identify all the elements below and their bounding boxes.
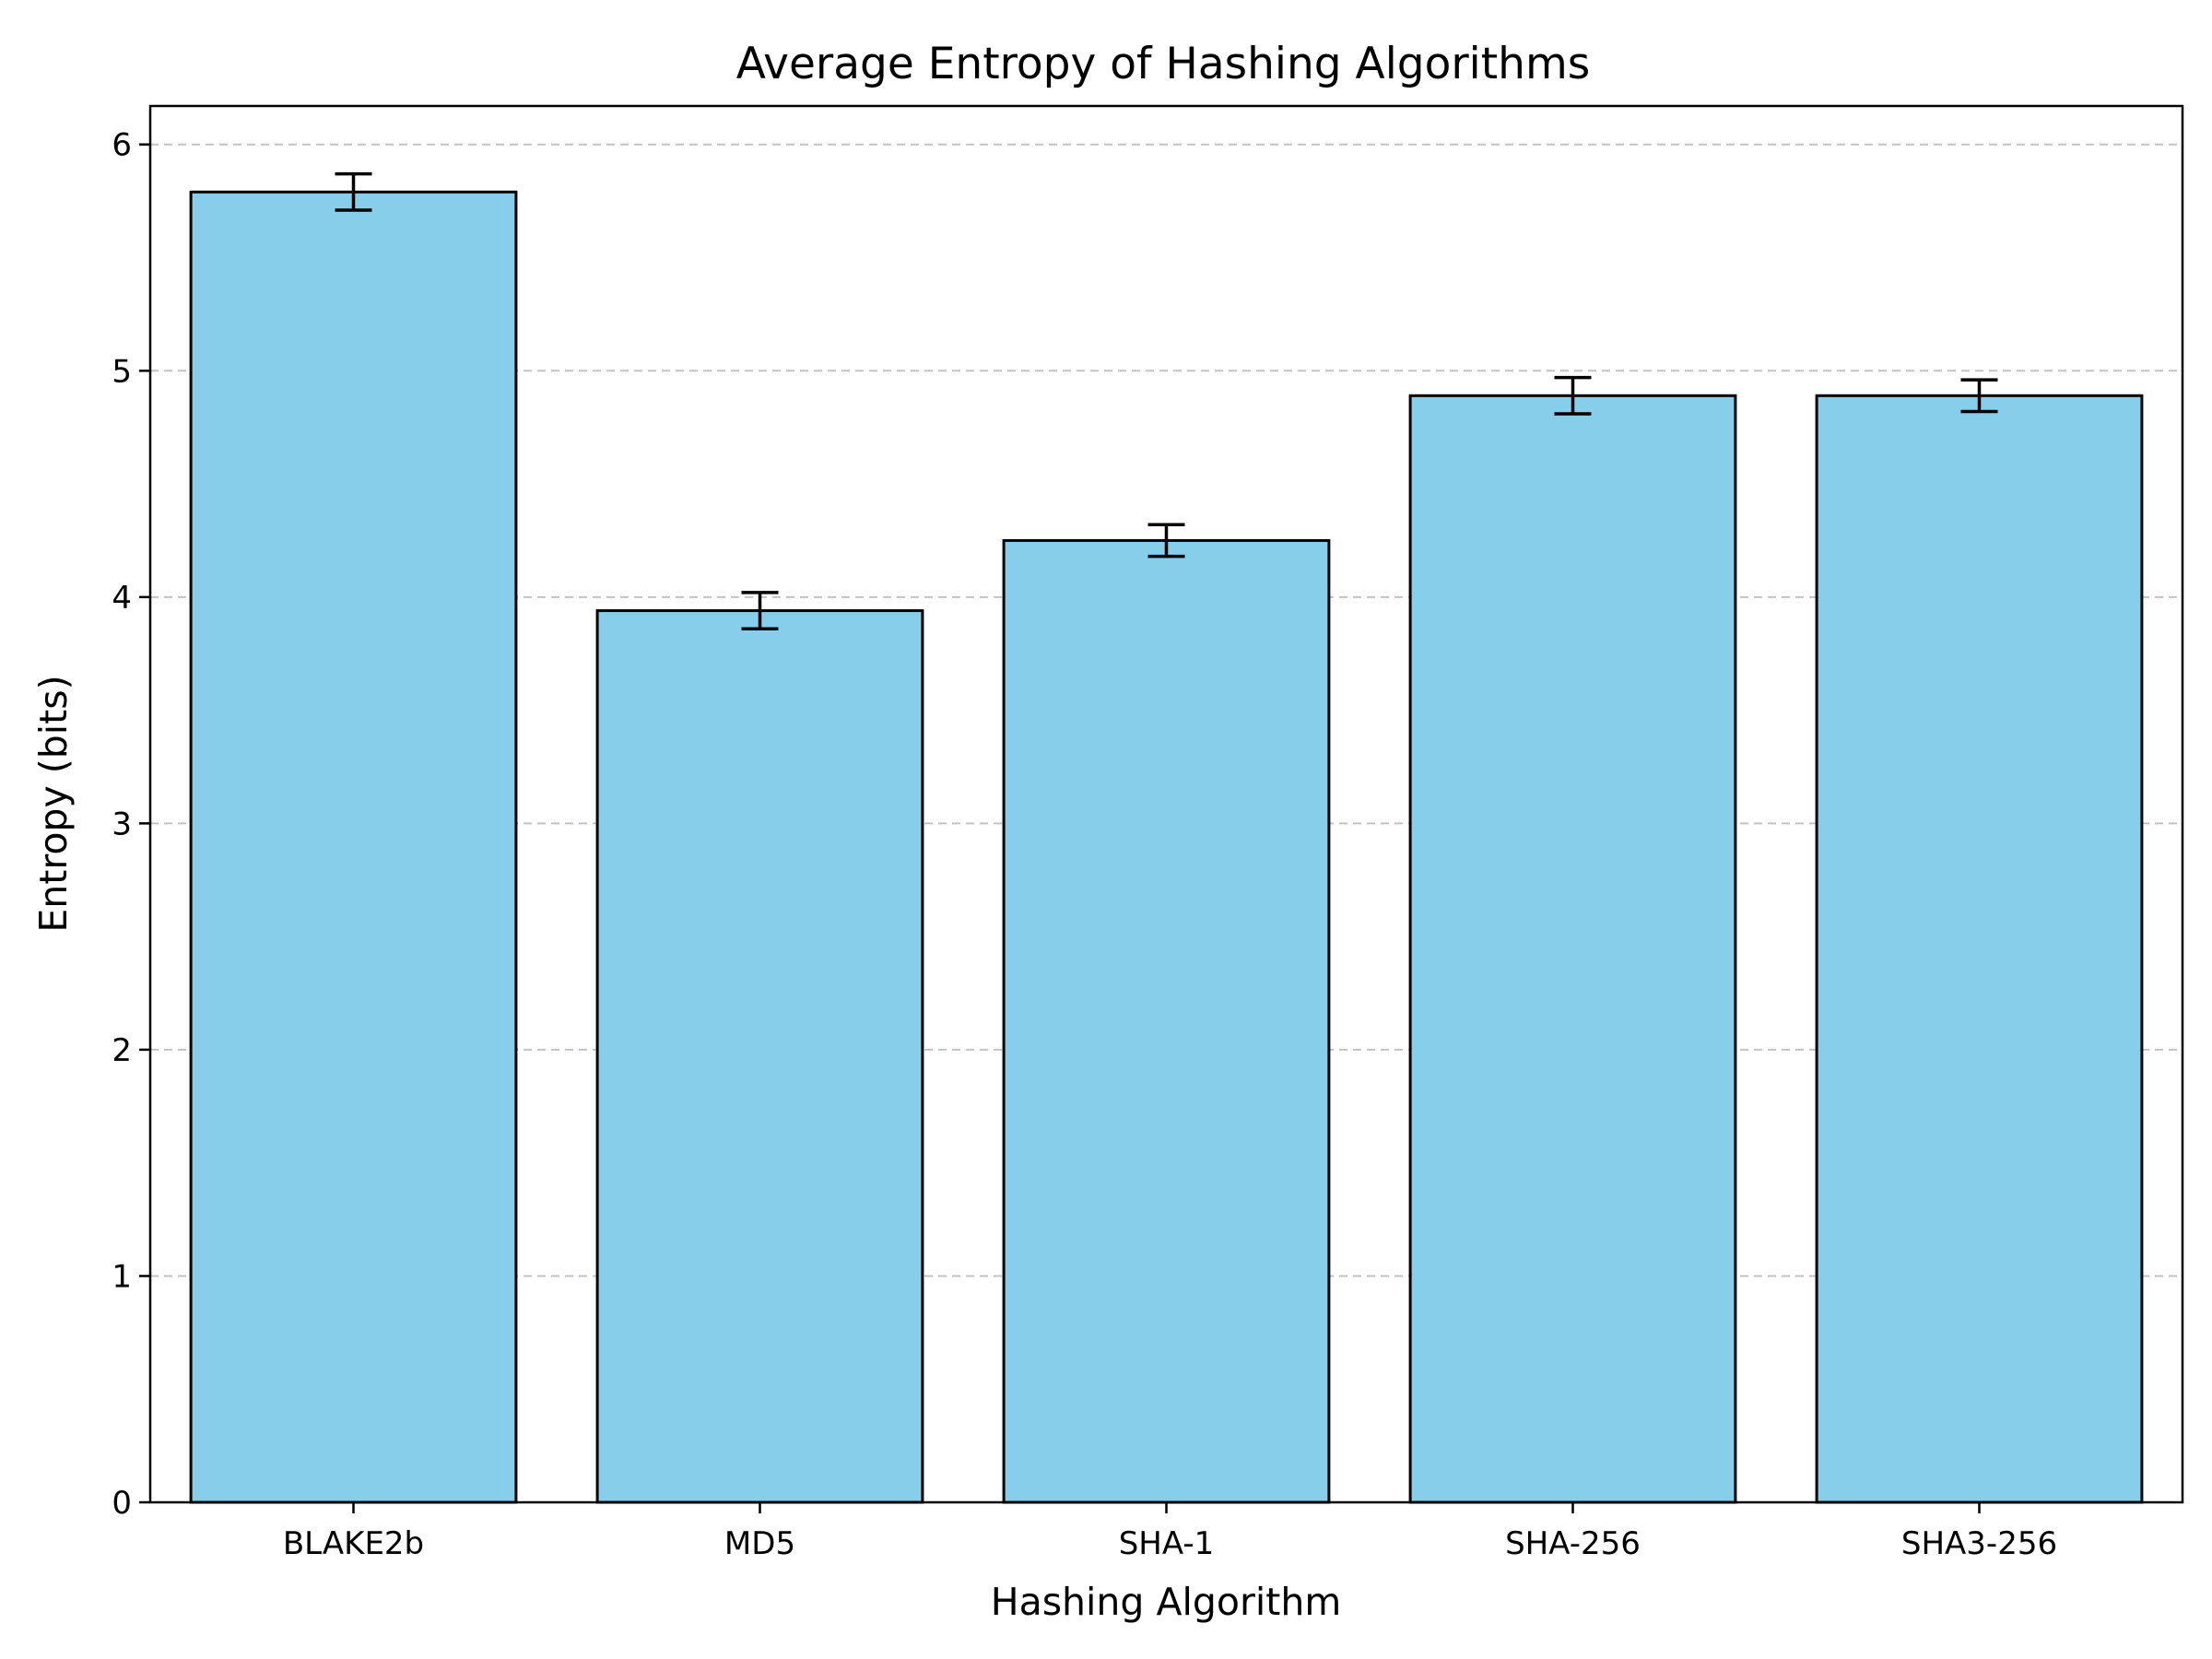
x-tick-label: BLAKE2b — [283, 1525, 424, 1562]
bar-sha-1 — [1002, 538, 1331, 1504]
error-bar — [741, 591, 779, 630]
y-axis-label: Entropy (bits) — [31, 675, 76, 932]
x-tick-label: SHA-256 — [1505, 1525, 1641, 1562]
bar-blake2b — [189, 190, 518, 1504]
y-tick-label: 5 — [112, 353, 132, 390]
y-tick-label: 1 — [112, 1258, 132, 1295]
y-tick-label: 0 — [112, 1485, 132, 1522]
y-tick-label: 6 — [112, 127, 132, 164]
error-bars — [335, 171, 1998, 630]
y-tick-label: 2 — [112, 1032, 132, 1069]
y-tick-label: 4 — [112, 580, 132, 617]
chart-title: Average Entropy of Hashing Algorithms — [736, 39, 1590, 89]
bars — [189, 190, 2144, 1504]
error-bar — [335, 171, 372, 212]
x-axis-label: Hashing Algorithm — [991, 1580, 1342, 1624]
y-axis-ticks: 0 1 2 3 4 5 6 — [112, 127, 150, 1522]
error-bar — [1147, 523, 1185, 559]
x-tick-label: MD5 — [724, 1525, 795, 1562]
bar-md5 — [595, 609, 924, 1504]
error-bar — [1960, 378, 1998, 414]
y-tick-label: 3 — [112, 806, 132, 842]
error-bar — [1554, 375, 1592, 416]
bar-sha-256 — [1408, 394, 1737, 1504]
bar-sha3-256 — [1815, 394, 2144, 1504]
x-tick-label: SHA3-256 — [1901, 1525, 2057, 1562]
x-axis-ticks: BLAKE2b MD5 SHA-1 SHA-256 SHA3-256 — [283, 1502, 2057, 1562]
x-tick-label: SHA-1 — [1119, 1525, 1215, 1562]
